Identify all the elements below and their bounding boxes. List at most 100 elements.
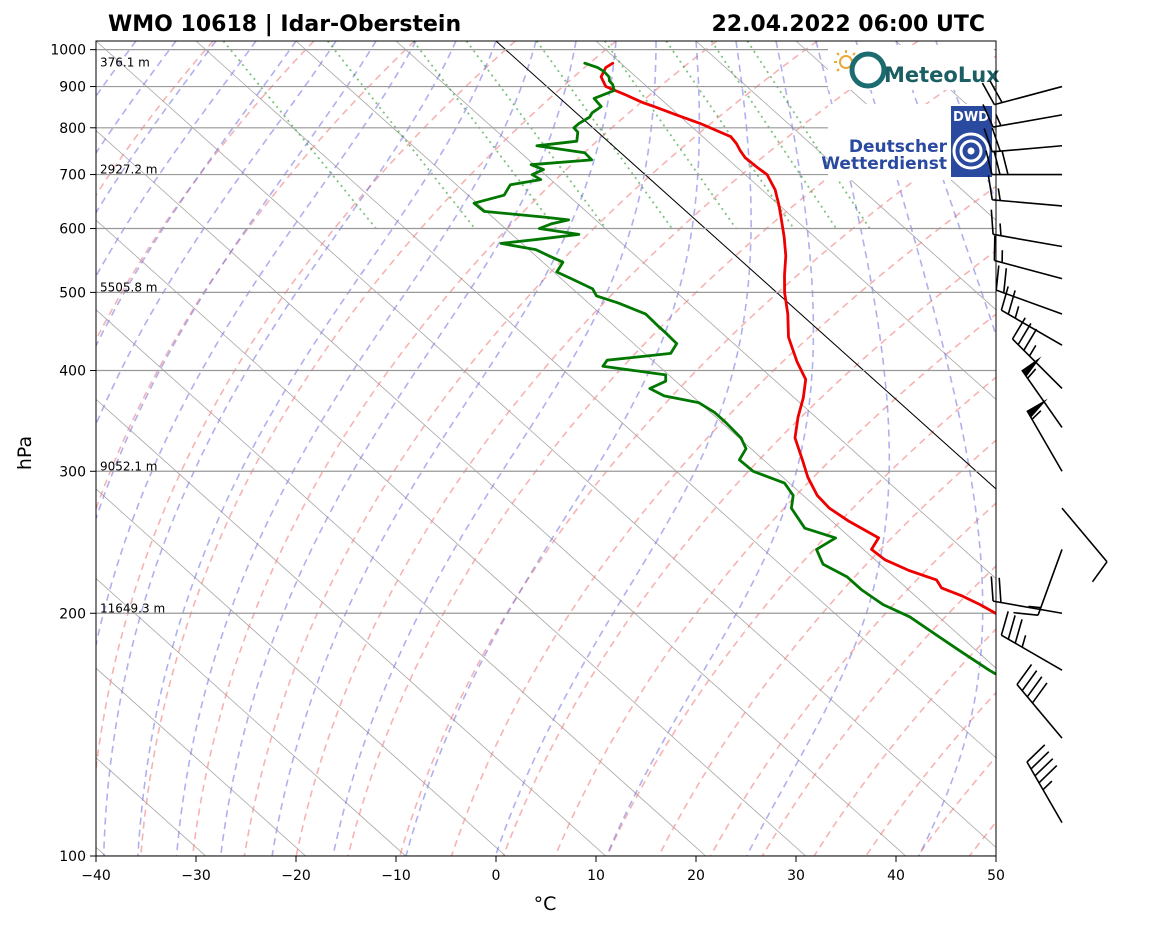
dry-adiabat-line — [554, 313, 996, 856]
wind-barb — [1061, 507, 1108, 583]
y-axis: 100 200 300 400 500 600 700 800 900 1000 — [50, 43, 96, 865]
station-title: WMO 10618 | Idar-Oberstein — [108, 12, 461, 37]
barb-full — [1021, 670, 1038, 692]
dwd-badge-text: DWD — [953, 110, 989, 125]
y-axis-label: hPa — [14, 436, 36, 470]
moist-adiabat-line — [96, 41, 297, 348]
dry-adiabat-line — [347, 55, 996, 856]
barb-staff — [995, 289, 1063, 315]
barb-pennant — [1027, 398, 1048, 418]
barb-full — [990, 576, 994, 602]
mixing-ratio-line — [535, 41, 673, 230]
barb-staff — [1000, 634, 1063, 671]
height-label: 2927.2 m — [100, 163, 158, 177]
barb-full — [998, 577, 1002, 603]
sun-icon — [834, 50, 856, 72]
barb-half — [1026, 368, 1037, 379]
x-axis: −40 −30 −20 −10 0 10 20 30 40 50 — [81, 856, 1005, 884]
barb-staff — [992, 600, 1063, 615]
barb-full — [1001, 150, 1009, 175]
dry-adiabat-line — [243, 41, 818, 856]
barb-full — [987, 175, 994, 200]
wind-barb — [1011, 317, 1063, 390]
barb-full — [1026, 744, 1046, 763]
wind-barbs — [981, 80, 1108, 824]
barb-half — [1042, 780, 1053, 791]
moist-adiabat-line — [855, 41, 984, 856]
dry-adiabat-line — [968, 820, 996, 856]
mixing-ratio-line — [665, 41, 795, 230]
wind-barb — [1013, 549, 1063, 616]
moist-adiabat-line — [96, 41, 377, 521]
y-tick-label: 200 — [59, 606, 86, 622]
meteolux-logo: MeteoLux — [828, 45, 1000, 90]
moist-adiabat-line — [605, 41, 815, 856]
dry-adiabat-line — [96, 41, 416, 512]
isotherm-line — [995, 41, 996, 42]
barb-staff — [1011, 338, 1063, 390]
barb-staff — [1026, 410, 1063, 472]
barb-full — [1007, 290, 1016, 315]
barb-half — [1021, 635, 1027, 648]
x-tick-label: 30 — [787, 868, 805, 884]
x-tick-label: 40 — [887, 868, 905, 884]
height-labels: 11649.3 m 9052.1 m 5505.8 m 2927.2 m 376.1 m — [100, 56, 165, 616]
barb-full — [990, 209, 994, 235]
moist-adiabat-line — [494, 41, 752, 856]
dry-adiabat-line — [709, 502, 996, 856]
mixing-ratio-line — [222, 41, 377, 230]
barb-full — [983, 128, 994, 153]
dry-adiabat-line — [1021, 41, 1160, 856]
barb-full — [1034, 758, 1054, 777]
wind-barb — [983, 127, 1063, 153]
barb-staff — [1016, 684, 1063, 739]
mixing-ratio-line — [746, 41, 871, 230]
moist-adiabat-line — [96, 41, 337, 427]
x-tick-label: −30 — [181, 868, 211, 884]
barb-half — [1028, 344, 1037, 357]
moist-adiabat-line — [895, 41, 996, 338]
barb-staff — [1061, 507, 1108, 563]
dry-adiabat-line — [450, 185, 996, 856]
y-tick-label: 600 — [59, 222, 86, 238]
wind-barb — [990, 576, 1063, 615]
height-label: 9052.1 m — [100, 459, 158, 473]
barb-full — [1011, 317, 1026, 340]
isotherm-line — [195, 41, 996, 759]
height-label: 11649.3 m — [100, 601, 165, 615]
height-label: 5505.8 m — [100, 280, 158, 294]
wind-barb — [981, 80, 1063, 106]
barb-full — [995, 265, 1000, 291]
barb-staff — [1026, 761, 1063, 824]
barb-staff — [994, 85, 1063, 106]
wind-barb — [987, 175, 1063, 207]
barb-half — [1028, 605, 1041, 609]
barb-staff — [1000, 309, 1063, 346]
barb-full — [1013, 611, 1039, 616]
profiles — [472, 61, 996, 676]
dry-adiabat-line — [295, 41, 919, 856]
y-tick-label: 800 — [59, 121, 86, 137]
barb-full — [1030, 751, 1050, 770]
barb-full — [1038, 765, 1058, 784]
dry-adiabat-line — [1125, 41, 1160, 856]
barb-full — [1002, 268, 1008, 293]
x-tick-label: 10 — [587, 868, 605, 884]
mixing-ratio-line — [604, 41, 737, 230]
dewpoint-profile — [472, 61, 996, 676]
barb-half — [1031, 410, 1042, 420]
mixing-ratio-line — [710, 41, 837, 230]
wind-barb — [1021, 356, 1063, 428]
barb-half — [999, 223, 1002, 236]
barb-staff — [992, 199, 1063, 207]
y-tick-label: 500 — [59, 285, 86, 301]
barb-pennant — [1021, 356, 1042, 377]
meteolux-logo-text: MeteoLux — [884, 63, 1000, 87]
barb-half — [995, 114, 1002, 126]
barb-full — [1007, 615, 1016, 640]
isotherm-line — [96, 398, 606, 856]
dwd-swirl-icon — [952, 132, 990, 170]
isotherm-line — [96, 219, 806, 856]
isotherm-line — [96, 41, 996, 848]
